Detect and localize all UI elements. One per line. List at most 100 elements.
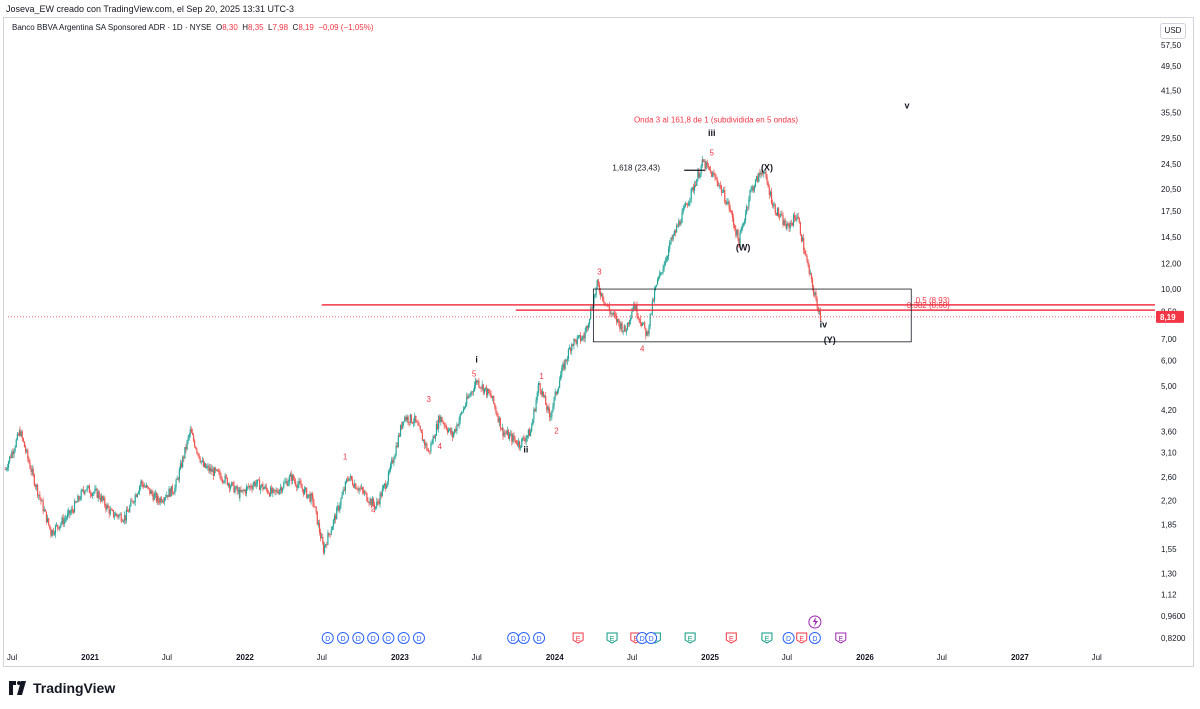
candle-body (426, 443, 428, 451)
candle-body (561, 367, 563, 375)
candle-body (268, 493, 271, 497)
candle-body (707, 165, 709, 167)
candle-body (768, 187, 770, 195)
candle-body (761, 172, 763, 174)
wave-label: 5 (472, 369, 477, 378)
candle-body (271, 487, 273, 494)
candle-body (262, 484, 264, 490)
dividend-marker (382, 632, 395, 644)
earnings-marker (684, 632, 696, 644)
candle-body (504, 432, 506, 434)
candle-body (396, 445, 398, 448)
candle-body (397, 435, 399, 448)
candle-body (531, 425, 533, 432)
dividend-marker-label: D (521, 636, 526, 643)
candle-body (714, 174, 716, 178)
candle-body (467, 396, 469, 399)
wave-label: 1 (539, 372, 544, 381)
candle-body (211, 469, 213, 472)
x-tick-label: Jul (937, 653, 947, 662)
candle-body (654, 286, 656, 291)
candle-body (497, 415, 499, 423)
candle-body (6, 467, 9, 469)
candle-body (643, 322, 645, 324)
dividend-marker-label: D (416, 636, 421, 643)
candle-body (658, 276, 660, 280)
candle-body (392, 459, 394, 463)
candle-body (317, 523, 319, 525)
candle-body (806, 256, 808, 262)
candle-body (438, 416, 440, 429)
candle-body (708, 166, 711, 170)
candle-body (551, 410, 553, 417)
candle-body (16, 433, 18, 440)
y-tick-label: 0,8200 (1161, 634, 1186, 643)
candle-body (123, 515, 126, 521)
candle-body (44, 509, 46, 512)
candle-body (511, 433, 513, 442)
candle-body (393, 459, 395, 463)
dividend-marker-label: D (371, 636, 376, 643)
y-tick-label: 2,20 (1161, 496, 1177, 505)
candle-body (84, 490, 86, 494)
candle-body (621, 323, 623, 333)
candle-body (765, 171, 767, 177)
candle-body (49, 524, 51, 529)
candle-body (172, 492, 175, 494)
candle-body (595, 287, 597, 295)
currency-badge[interactable]: USD (1160, 23, 1186, 39)
candle-body (814, 292, 816, 296)
candle-body (239, 489, 241, 498)
tradingview-logo-icon (9, 681, 26, 695)
candle-body (57, 524, 59, 528)
candle-body (506, 430, 509, 434)
candle-body (701, 159, 703, 166)
candle-body (521, 438, 523, 448)
candle-body (542, 391, 545, 397)
candle-body (709, 169, 712, 172)
candle-body (690, 188, 692, 200)
candle-body (487, 388, 489, 396)
candle-body (805, 254, 807, 257)
candle-body (220, 475, 222, 481)
candle-body (153, 494, 155, 501)
tradingview-logo[interactable]: TradingView (8, 680, 115, 696)
candle-body (366, 492, 368, 501)
candle-body (773, 205, 775, 206)
candle-body (816, 298, 818, 307)
candle-body (651, 300, 653, 314)
candle-body (450, 428, 452, 434)
candle-body (645, 327, 647, 336)
candle-body (250, 485, 252, 488)
candle-body (527, 429, 529, 436)
y-tick-label: 17,50 (1161, 207, 1182, 216)
candle-body (516, 443, 518, 446)
candle-body (541, 391, 543, 395)
candle-body (191, 432, 194, 435)
candle-body (385, 483, 387, 489)
candle-body (318, 523, 321, 533)
dividend-marker (321, 632, 334, 644)
candle-body (276, 490, 278, 493)
y-tick-label: 3,60 (1161, 428, 1177, 437)
candle-body (514, 439, 516, 441)
candle-body (684, 203, 686, 207)
candle-body (134, 494, 136, 503)
candle-body (257, 479, 260, 481)
candle-body (342, 490, 344, 495)
low-value: 7,98 (272, 23, 289, 32)
candle-body (85, 490, 87, 492)
candle-body (786, 223, 788, 229)
dividend-marker (352, 632, 365, 644)
candle-body (422, 439, 425, 441)
brand-name: TradingView (33, 680, 116, 696)
candle-body (735, 228, 737, 236)
candle-body (264, 486, 266, 489)
y-tick-label: 14,50 (1161, 233, 1182, 242)
candle-body (186, 440, 188, 450)
candle-body (571, 344, 573, 352)
candle-body (344, 481, 346, 491)
candle-body (165, 497, 167, 499)
x-tick-label: 2027 (1011, 653, 1029, 662)
